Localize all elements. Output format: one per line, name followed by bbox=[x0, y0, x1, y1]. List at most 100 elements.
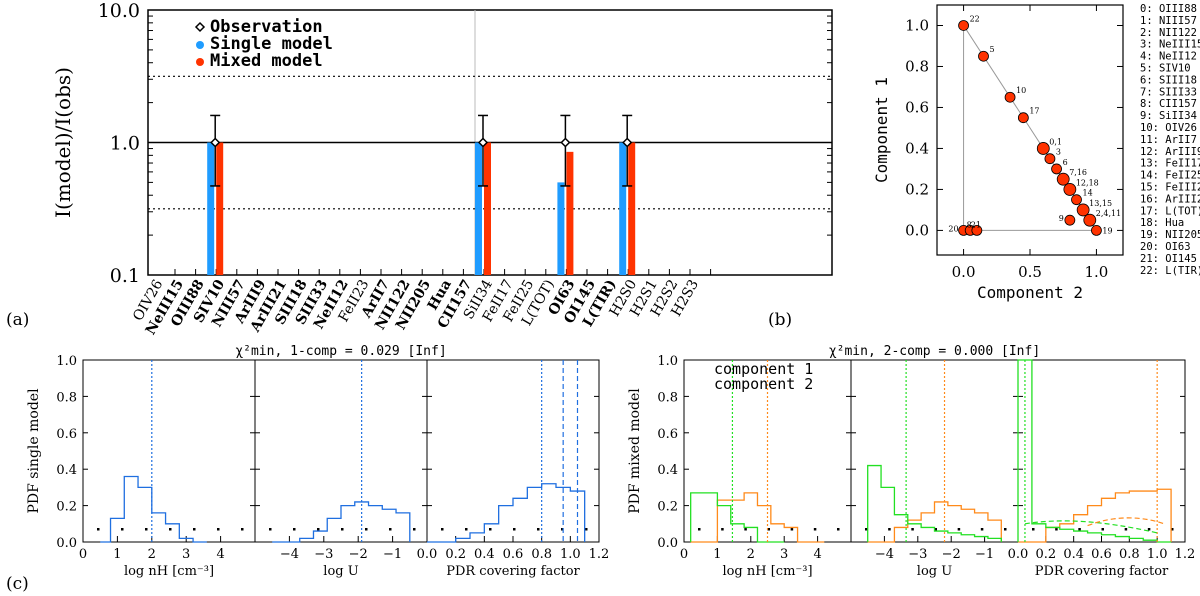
x-tick-label: 1.0 bbox=[1147, 547, 1168, 562]
sample-dot bbox=[744, 528, 747, 531]
bar-single-L(TOT) bbox=[557, 182, 565, 275]
sample-dot bbox=[293, 528, 296, 531]
x-tick-label: −1 bbox=[383, 547, 402, 562]
sample-dot bbox=[365, 528, 368, 531]
x-tick-label: −1 bbox=[975, 547, 994, 562]
dashed-curve-component-1 bbox=[1087, 517, 1165, 527]
panel-frame bbox=[850, 359, 1019, 543]
x-tick-label: 3 bbox=[182, 547, 190, 562]
legend-observation-symbol bbox=[194, 21, 206, 33]
legend-entry: 19: NII205 bbox=[1140, 229, 1200, 241]
x-axis-label: PDR covering factor bbox=[446, 564, 580, 579]
legend-entry: 3: NeIII15 bbox=[1140, 39, 1200, 51]
y-tick-label: 0.6 bbox=[657, 427, 678, 442]
y-tick-label: 0.0 bbox=[905, 221, 929, 239]
legend-component-2: component 2 bbox=[714, 375, 813, 393]
sample-dot bbox=[1101, 528, 1104, 531]
legend-entry: 4: NeII12 bbox=[1140, 51, 1197, 63]
sample-dot bbox=[1124, 528, 1128, 531]
point-2,4,11 bbox=[1083, 213, 1097, 227]
x-axis-label: Component 2 bbox=[977, 283, 1083, 302]
group-ylabel: PDF single model bbox=[26, 388, 42, 514]
sample-dot bbox=[980, 528, 984, 531]
panel-label-c: (c) bbox=[6, 574, 29, 594]
y-tick-label: 0.4 bbox=[657, 463, 678, 478]
panel-a-bar-chart: 0.11.010.0I(model)/I(obs)OIV26NeIII15OII… bbox=[51, 0, 833, 338]
y-tick-label: 1.0 bbox=[905, 16, 929, 34]
panel-label-b: (b) bbox=[768, 310, 792, 330]
sample-dot bbox=[837, 528, 840, 531]
panel-frame bbox=[426, 359, 600, 543]
histogram-group-mixed: χ²min, 2-comp = 0.000 [Inf] PDF mixed mod… bbox=[627, 344, 1195, 579]
legend-entry: 21: OI145 bbox=[1140, 253, 1197, 265]
histogram-component-2 bbox=[690, 492, 785, 543]
point-label: 22 bbox=[970, 14, 980, 23]
legend-entry: 12: ArIII9 bbox=[1140, 146, 1200, 158]
sample-dot bbox=[813, 528, 817, 531]
histogram-single bbox=[272, 501, 411, 543]
point-label: 3 bbox=[1056, 148, 1061, 157]
observation-marker bbox=[477, 137, 489, 148]
x-tick-label: 0.0 bbox=[952, 263, 976, 281]
group-title: χ²min, 2-comp = 0.000 [Inf] bbox=[829, 344, 1040, 359]
x-tick-label: 0.6 bbox=[1091, 547, 1112, 562]
legend-entry: 10: OIV26 bbox=[1140, 122, 1197, 134]
legend-entry: 2: NII122 bbox=[1140, 27, 1197, 39]
x-tick-label: −2 bbox=[349, 547, 368, 562]
y-tick-label: 1.0 bbox=[110, 133, 140, 155]
y-axis-label: Component 1 bbox=[872, 77, 891, 183]
x-tick-label: 1.2 bbox=[589, 547, 610, 562]
point-label: 2,4,11 bbox=[1096, 209, 1121, 218]
point-label: 21 bbox=[971, 220, 981, 229]
x-tick-label: 2 bbox=[747, 547, 755, 562]
sample-dot bbox=[413, 528, 416, 531]
x-axis-label: log U bbox=[323, 564, 358, 579]
point-9 bbox=[1064, 214, 1076, 226]
x-tick-label: −4 bbox=[875, 547, 894, 562]
sample-dot bbox=[121, 528, 124, 531]
x-tick-label: 4 bbox=[216, 547, 224, 562]
x-axis-label: log U bbox=[917, 564, 952, 579]
sample-dot bbox=[1004, 528, 1007, 531]
point-label: 9 bbox=[1059, 214, 1064, 223]
x-tick-label: 0.0 bbox=[417, 547, 438, 562]
point-label: 20 bbox=[948, 224, 958, 233]
bar-single-OIII88 bbox=[207, 142, 215, 275]
x-axis-label: PDR covering factor bbox=[1035, 564, 1169, 579]
x-tick-label: 1 bbox=[713, 547, 721, 562]
x-tick-label: 0.8 bbox=[531, 547, 552, 562]
y-tick-label: 1.0 bbox=[56, 354, 77, 369]
x-tick-label: 0.8 bbox=[1119, 547, 1140, 562]
point-3 bbox=[1044, 153, 1056, 165]
y-tick-label: 0.8 bbox=[657, 390, 678, 405]
histogram-panel: 0.0 0.2 0.4 0.6 0.8 1.0 1.2 PDR covering factor bbox=[417, 359, 610, 579]
x-tick-label: 1.0 bbox=[560, 547, 581, 562]
bar-single-CII157 bbox=[475, 142, 482, 275]
x-tick-label: 0.5 bbox=[1018, 263, 1042, 281]
sample-dot bbox=[767, 528, 770, 531]
sample-dot bbox=[1032, 528, 1035, 531]
histogram-component-1 bbox=[1018, 488, 1172, 543]
legend-entry: 1: NIII57 bbox=[1140, 15, 1197, 27]
y-tick-label: 10.0 bbox=[98, 0, 140, 22]
sample-dot bbox=[790, 528, 794, 531]
sample-dot bbox=[389, 528, 392, 531]
point-label: 7,16 bbox=[1069, 168, 1087, 177]
legend-entry: 6: SIII18 bbox=[1140, 74, 1197, 86]
sample-dot bbox=[911, 528, 914, 531]
point-label: 13,15 bbox=[1089, 199, 1112, 208]
legend-label: Mixed model bbox=[210, 51, 323, 71]
legend-mixed-symbol bbox=[196, 58, 204, 66]
sample-dot bbox=[1171, 528, 1174, 531]
point-label: 5 bbox=[990, 45, 995, 54]
x-tick-label: −2 bbox=[942, 547, 961, 562]
sample-dot bbox=[513, 528, 516, 531]
legend-entry: 16: ArIII21 bbox=[1140, 193, 1200, 205]
group-title: χ²min, 1-comp = 0.029 [Inf] bbox=[235, 344, 446, 359]
sample-dot bbox=[561, 528, 564, 531]
sample-dot bbox=[217, 528, 220, 531]
y-tick-label: 0.8 bbox=[905, 57, 929, 75]
sample-dot bbox=[145, 528, 148, 531]
sample-dot bbox=[465, 528, 468, 531]
